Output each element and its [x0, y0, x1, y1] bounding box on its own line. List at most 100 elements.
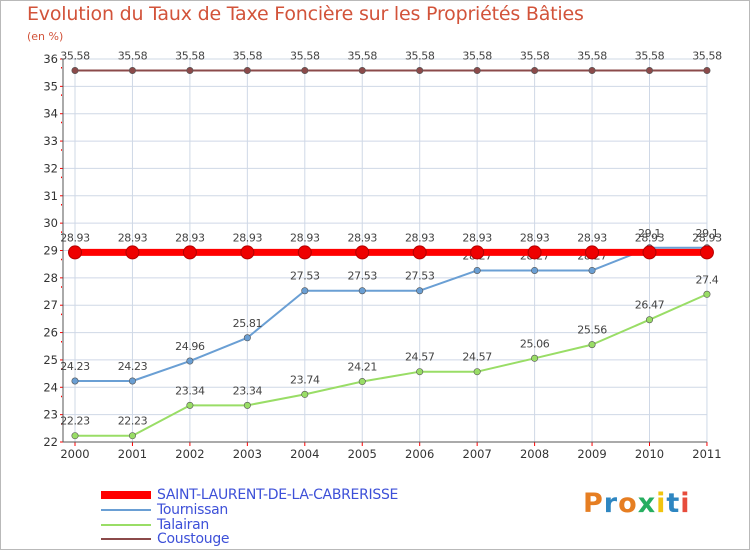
- series-3-point-10: [645, 66, 653, 74]
- y-tick-label-13: 35: [43, 79, 58, 93]
- y-tick-label-0: 22: [43, 435, 58, 449]
- series-0-label-6: 28.93: [405, 231, 435, 244]
- series-1-point-0: [71, 377, 79, 385]
- series-1-point-4: [301, 287, 309, 295]
- x-tick-label-5: 2005: [348, 447, 377, 461]
- y-tick-label-3: 25: [43, 353, 58, 367]
- series-0-point-7: [470, 245, 485, 260]
- y-tick-label-11: 33: [43, 134, 58, 148]
- series-3-label-0: 35.58: [60, 49, 90, 62]
- series-0-point-6: [412, 245, 427, 260]
- series-0-label-8: 28.93: [520, 231, 550, 244]
- series-3-point-0: [71, 66, 79, 74]
- legend-swatch-3: [101, 538, 151, 540]
- series-0-label-11: 28.93: [692, 231, 722, 244]
- series-2-point-9: [588, 341, 596, 349]
- logo-letter-0: P: [583, 488, 604, 519]
- series-2-label-10: 26.47: [635, 299, 665, 312]
- series-3-point-8: [531, 66, 539, 74]
- series-1-point-3: [243, 334, 251, 342]
- series-1-label-6: 27.53: [405, 270, 435, 283]
- y-tick-label-7: 29: [43, 244, 58, 258]
- series-2-point-6: [416, 368, 424, 376]
- x-tick-label-3: 2003: [233, 447, 262, 461]
- series-2-label-8: 25.06: [520, 337, 550, 350]
- series-3-point-1: [128, 66, 136, 74]
- chart-title: Evolution du Taux de Taxe Foncière sur l…: [27, 3, 584, 25]
- series-2-point-2: [186, 401, 194, 409]
- x-tick-label-10: 2010: [635, 447, 664, 461]
- series-1-point-2: [186, 357, 194, 365]
- x-tick-label-4: 2004: [290, 447, 319, 461]
- series-0-point-1: [125, 245, 140, 260]
- series-2-point-1: [128, 432, 136, 440]
- x-tick-label-7: 2007: [463, 447, 492, 461]
- series-0-point-8: [527, 245, 542, 260]
- series-0-point-4: [297, 245, 312, 260]
- series-1-point-8: [531, 266, 539, 274]
- series-2-point-3: [243, 401, 251, 409]
- series-3-point-9: [588, 66, 596, 74]
- series-2-label-7: 24.57: [462, 351, 492, 364]
- series-3-label-1: 35.58: [118, 49, 148, 62]
- x-tick-label-6: 2006: [405, 447, 434, 461]
- series-2-point-5: [358, 378, 366, 386]
- series-2-label-4: 23.74: [290, 373, 320, 386]
- series-1-label-4: 27.53: [290, 270, 320, 283]
- series-line-1: [75, 246, 707, 382]
- y-tick-label-12: 34: [43, 107, 58, 121]
- series-1-point-1: [128, 377, 136, 385]
- series-3-label-5: 35.58: [348, 49, 378, 62]
- series-3-point-6: [416, 66, 424, 74]
- series-3-label-8: 35.58: [520, 49, 550, 62]
- series-0-point-5: [355, 245, 370, 260]
- x-tick-label-11: 2011: [692, 447, 721, 461]
- series-2-label-1: 22.23: [118, 415, 148, 428]
- series-0-label-1: 28.93: [118, 231, 148, 244]
- y-tick-label-4: 26: [43, 326, 58, 340]
- series-1-label-2: 24.96: [175, 340, 205, 353]
- series-2-label-0: 22.23: [60, 415, 90, 428]
- series-1-label-0: 24.23: [60, 360, 90, 373]
- series-0-point-0: [68, 245, 82, 260]
- series-3-point-5: [358, 66, 366, 74]
- series-3-label-7: 35.58: [462, 49, 492, 62]
- series-3-label-9: 35.58: [577, 49, 607, 62]
- logo-letter-1: r: [603, 488, 619, 519]
- series-2-label-11: 27.4: [695, 273, 718, 286]
- y-tick-label-10: 32: [43, 161, 58, 175]
- y-tick-label-5: 27: [43, 298, 58, 312]
- proxiti-logo: Proxiti: [583, 488, 691, 519]
- series-3-label-2: 35.58: [175, 49, 205, 62]
- series-3-label-6: 35.58: [405, 49, 435, 62]
- x-tick-label-0: 2000: [60, 447, 89, 461]
- series-1-point-5: [358, 287, 366, 295]
- y-tick-label-2: 24: [43, 380, 58, 394]
- series-2-point-4: [301, 390, 309, 398]
- series-2-point-10: [645, 316, 653, 324]
- series-3-label-10: 35.58: [635, 49, 665, 62]
- series-2-point-0: [71, 432, 79, 440]
- series-line-2: [75, 293, 708, 437]
- y-tick-label-8: 30: [43, 216, 58, 230]
- legend-label-0: SAINT-LAURENT-DE-LA-CABRERISSE: [157, 487, 399, 503]
- series-2-label-2: 23.34: [175, 384, 205, 397]
- series-2-label-6: 24.57: [405, 351, 435, 364]
- series-0-point-11: [699, 245, 714, 260]
- series-1-label-5: 27.53: [348, 270, 378, 283]
- series-0-point-9: [585, 245, 600, 260]
- x-tick-label-2: 2002: [175, 447, 204, 461]
- series-1-point-7: [473, 266, 481, 274]
- series-0-point-2: [182, 245, 197, 260]
- y-axis-unit: (en %): [27, 30, 64, 43]
- y-tick-label-14: 36: [43, 52, 58, 66]
- series-1-label-3: 25.81: [233, 317, 263, 330]
- series-2-label-9: 25.56: [577, 324, 607, 337]
- x-tick-label-8: 2008: [520, 447, 549, 461]
- legend-swatch-1: [101, 509, 151, 511]
- y-tick-label-6: 28: [43, 271, 58, 285]
- series-1-label-11: 29.1: [695, 227, 718, 240]
- series-0-point-3: [240, 245, 255, 260]
- legend-swatch-2: [101, 524, 151, 526]
